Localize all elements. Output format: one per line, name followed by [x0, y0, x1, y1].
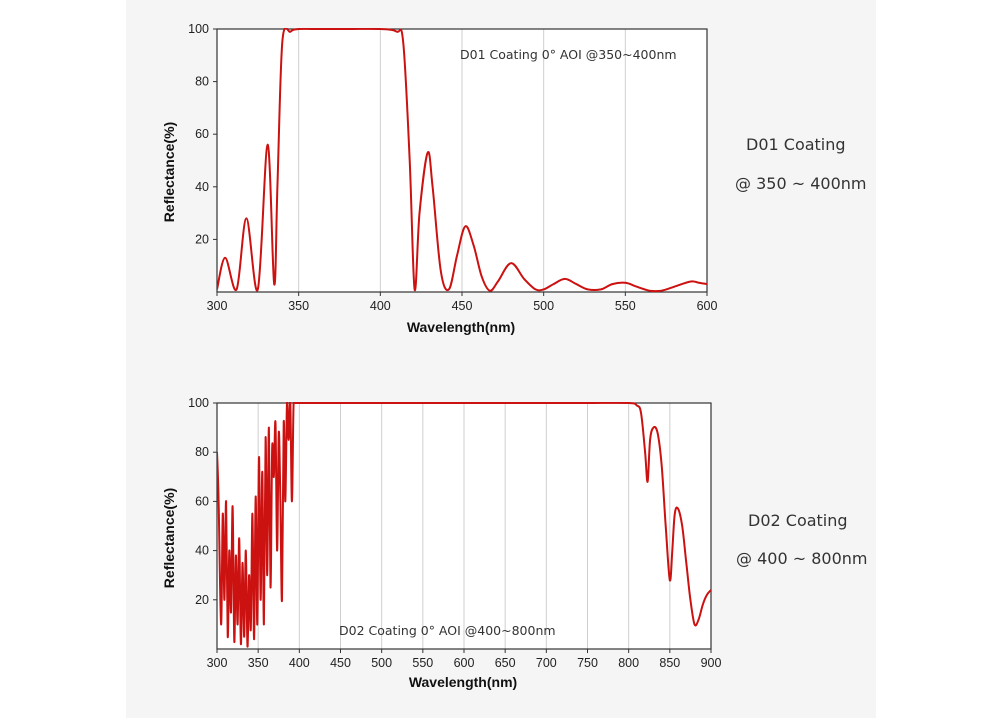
y-tick-label: 40	[195, 180, 209, 194]
x-tick-label: 550	[412, 656, 433, 670]
x-axis-title: Wavelength(nm)	[409, 674, 517, 690]
d01-side-title: D01 Coating	[746, 135, 846, 154]
x-tick-label: 700	[536, 656, 557, 670]
y-tick-label: 20	[195, 593, 209, 607]
x-tick-label: 450	[452, 299, 473, 313]
y-tick-label: 40	[195, 544, 209, 558]
x-tick-label: 800	[618, 656, 639, 670]
d01-side-range: @ 350 ~ 400nm	[735, 174, 867, 193]
series-line	[217, 402, 711, 648]
chart-annotation: D01 Coating 0° AOI @350~400nm	[460, 47, 677, 62]
x-tick-label: 500	[533, 299, 554, 313]
x-tick-label: 400	[289, 656, 310, 670]
x-tick-label: 550	[615, 299, 636, 313]
x-tick-label: 650	[495, 656, 516, 670]
y-tick-label: 100	[188, 396, 209, 410]
x-axis-title: Wavelength(nm)	[407, 319, 515, 335]
x-tick-label: 450	[330, 656, 351, 670]
chart-annotation: D02 Coating 0° AOI @400~800nm	[339, 623, 556, 638]
y-axis-title: Reflectance(%)	[161, 488, 177, 588]
series-line	[217, 28, 707, 293]
x-tick-label: 850	[659, 656, 680, 670]
x-tick-label: 600	[454, 656, 475, 670]
x-tick-label: 500	[371, 656, 392, 670]
y-tick-label: 100	[188, 22, 209, 36]
x-tick-label: 350	[248, 656, 269, 670]
x-tick-label: 600	[697, 299, 718, 313]
chart-d01: 300 350 400 450 500 550 600 20 40 60 80 100 D01 Coat…	[161, 22, 717, 335]
y-tick-label: 60	[195, 494, 209, 508]
x-tick-label: 350	[288, 299, 309, 313]
x-tick-label: 750	[577, 656, 598, 670]
d02-side-range: @ 400 ~ 800nm	[736, 549, 868, 568]
x-tick-label: 300	[207, 299, 228, 313]
x-tick-label: 300	[207, 656, 228, 670]
x-tick-label: 400	[370, 299, 391, 313]
y-tick-label: 20	[195, 232, 209, 246]
chart-d02: 300 350 400 450 500 550 600 650 700 750 800 850 900 2…	[161, 396, 721, 690]
x-tick-label: 900	[701, 656, 722, 670]
y-tick-label: 60	[195, 127, 209, 141]
y-axis-title: Reflectance(%)	[161, 122, 177, 222]
y-tick-label: 80	[195, 75, 209, 89]
y-tick-label: 80	[195, 445, 209, 459]
d02-side-title: D02 Coating	[748, 511, 848, 530]
